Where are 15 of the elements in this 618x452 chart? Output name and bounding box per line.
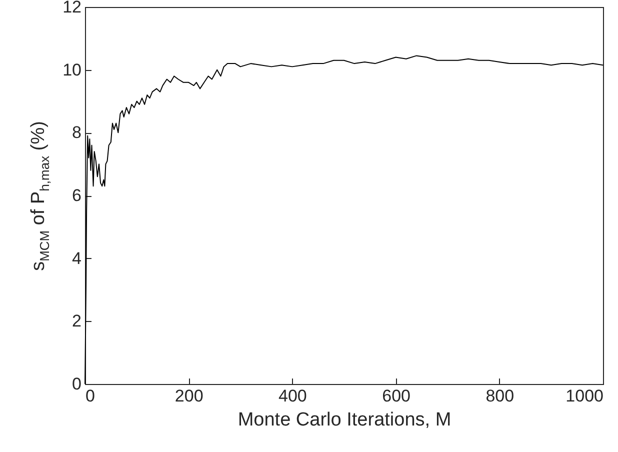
y-tick-label: 8: [72, 123, 82, 142]
x-tick-label: 0: [86, 386, 95, 406]
x-tick-label: 1000: [566, 386, 604, 406]
y-tick-label: 4: [72, 248, 82, 268]
y-tick-label: 2: [72, 312, 82, 331]
y-tick-label: 6: [72, 186, 82, 205]
line-series: [84, 55, 604, 384]
y-tick-label: 0: [72, 374, 82, 394]
x-axis-title: Monte Carlo Iterations, M: [238, 410, 452, 430]
x-tick-label: 400: [278, 386, 307, 406]
x-tick-label: 600: [382, 386, 410, 406]
x-tick-label: 200: [174, 386, 204, 406]
y-tick-label: 12: [62, 0, 82, 16]
x-tick-label: 800: [486, 386, 514, 406]
y-tick-label: 10: [62, 60, 82, 80]
